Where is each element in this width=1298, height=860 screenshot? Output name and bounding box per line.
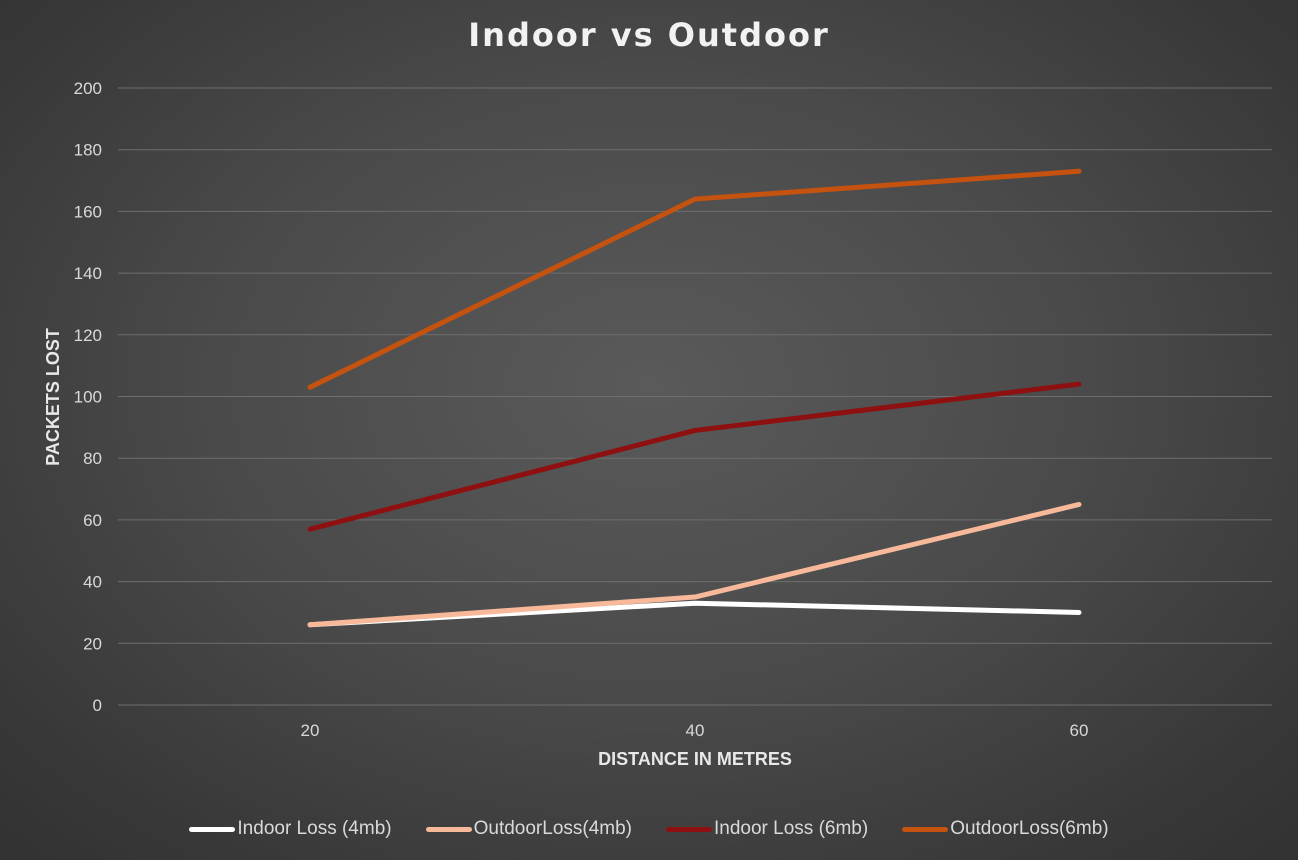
series-lines xyxy=(307,168,1082,628)
y-tick-label: 200 xyxy=(74,79,102,98)
legend-label: OutdoorLoss(4mb) xyxy=(473,818,632,839)
y-tick-label: 60 xyxy=(83,511,102,530)
y-tick-label: 100 xyxy=(74,388,102,407)
x-tick-label: 40 xyxy=(686,721,705,740)
legend-item: Indoor Loss (4mb) xyxy=(189,818,392,840)
chart-title: Indoor vs Outdoor xyxy=(468,16,830,54)
legend-item: OutdoorLoss(6mb) xyxy=(902,818,1109,840)
y-tick-label: 140 xyxy=(74,264,102,283)
y-tick-label: 180 xyxy=(74,141,102,160)
series-line-2 xyxy=(307,501,1082,628)
x-tick-labels: 20 40 60 xyxy=(301,721,1089,740)
y-tick-label: 0 xyxy=(93,696,102,715)
legend-label: OutdoorLoss(6mb) xyxy=(950,818,1109,839)
y-axis-title: PACKETS LOST xyxy=(43,328,63,466)
series-line-3 xyxy=(307,381,1082,532)
legend-swatch xyxy=(425,826,472,832)
x-tick-label: 20 xyxy=(301,721,320,740)
series-line-4 xyxy=(307,168,1082,390)
y-tick-label: 120 xyxy=(74,326,102,345)
plot-area: 0 20 40 60 80 100 120 140 160 180 200 20 40 60 PACKE… xyxy=(43,79,1272,769)
legend-swatch xyxy=(666,826,712,832)
y-tick-label: 20 xyxy=(83,634,102,653)
x-axis-title: DISTANCE IN METRES xyxy=(598,749,792,769)
legend-swatch xyxy=(189,826,236,832)
legend-swatch xyxy=(902,826,949,832)
legend-item: Indoor Loss (6mb) xyxy=(666,818,868,840)
legend: Indoor Loss (4mb) OutdoorLoss(4mb) Indoor … xyxy=(0,818,1298,840)
legend-item: OutdoorLoss(4mb) xyxy=(425,818,632,840)
legend-label: Indoor Loss (6mb) xyxy=(714,818,869,839)
x-tick-label: 60 xyxy=(1070,721,1089,740)
y-tick-labels: 0 20 40 60 80 100 120 140 160 180 200 xyxy=(74,79,102,715)
y-tick-label: 160 xyxy=(74,202,102,221)
y-tick-label: 80 xyxy=(83,449,102,468)
y-tick-label: 40 xyxy=(83,573,102,592)
legend-label: Indoor Loss (4mb) xyxy=(237,818,392,839)
gridlines xyxy=(118,87,1272,706)
